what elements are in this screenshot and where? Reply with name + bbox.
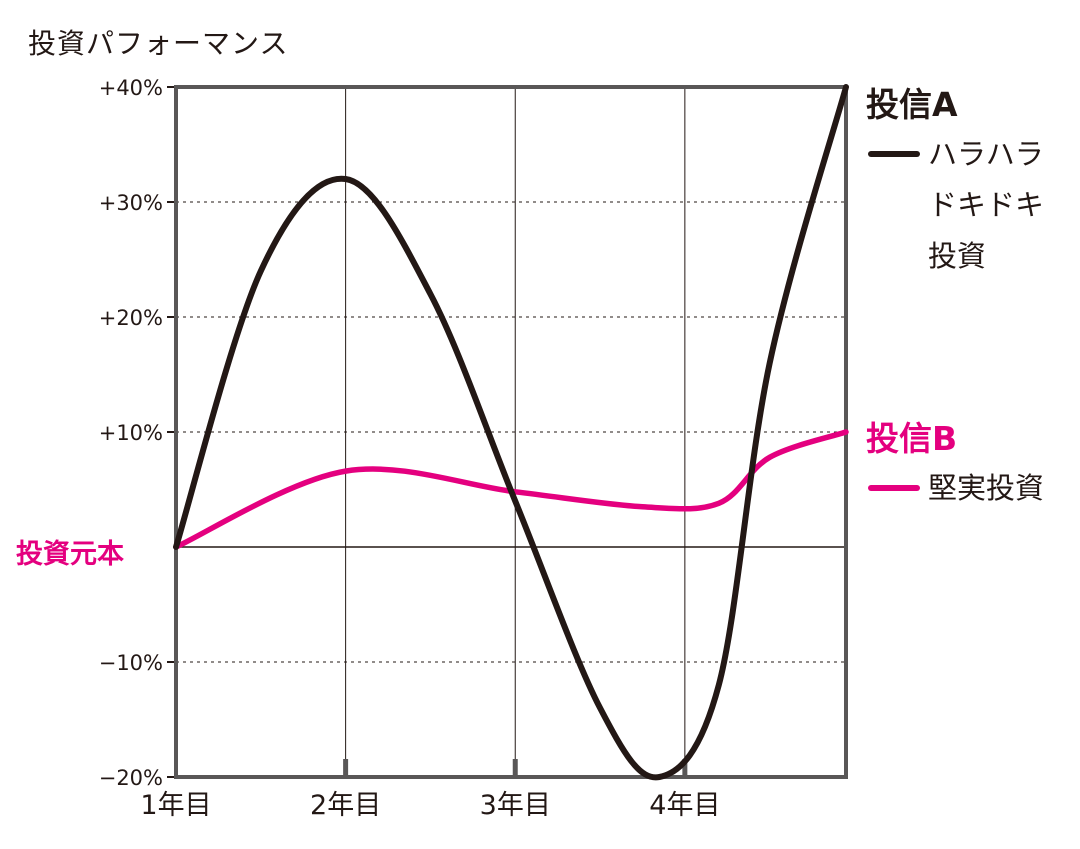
- legend-desc-fund-a: ハラハラ ドキドキ 投資: [928, 137, 1045, 273]
- x-tick-label: 4年目: [649, 790, 720, 821]
- y-tick-label: +10%: [99, 421, 163, 445]
- y-tick-label: −10%: [99, 651, 163, 675]
- legend-line-fund-b: [868, 485, 920, 491]
- fund-a-line: [173, 84, 849, 781]
- x-tick-label: 3年目: [480, 790, 551, 821]
- legend-title-fund-b: 投信B: [866, 419, 958, 458]
- legend-line-fund-a: [868, 151, 920, 157]
- legend-title-fund-a: 投信A: [866, 85, 958, 124]
- x-tick-label: 1年目: [140, 790, 211, 821]
- legend-desc-fund-b: 堅実投資: [928, 471, 1045, 505]
- baseline-label: 投資元本: [16, 539, 124, 570]
- y-tick-label: +30%: [99, 191, 163, 215]
- fund-b-line: [173, 429, 849, 550]
- y-tick-label: +20%: [99, 306, 163, 330]
- y-tick-label: +40%: [99, 76, 163, 100]
- y-axis-label: 投資パフォーマンス: [28, 27, 289, 60]
- y-tick-label: −20%: [99, 766, 163, 790]
- x-tick-label: 2年目: [310, 790, 381, 821]
